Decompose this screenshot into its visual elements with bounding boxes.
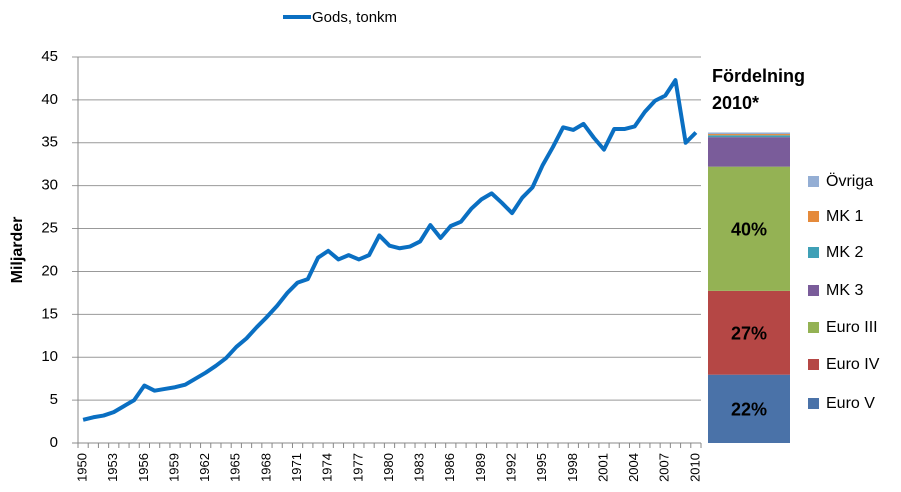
legend-label: MK 1	[826, 208, 863, 225]
bar-segment	[708, 134, 790, 136]
y-tick-label: 35	[41, 134, 58, 151]
x-tick-label: 1995	[534, 453, 549, 482]
legend-label: Euro IV	[826, 356, 880, 373]
legend-swatch	[808, 322, 819, 333]
bar-segment	[708, 135, 790, 138]
bar-segment	[708, 132, 790, 135]
legend-swatch	[808, 398, 819, 409]
x-tick-label: 2010	[687, 453, 702, 482]
y-tick-label: 20	[41, 262, 58, 279]
y-axis-label: Miljarder	[9, 217, 26, 284]
y-tick-label: 5	[50, 391, 58, 408]
x-tick-label: 1986	[442, 453, 457, 482]
x-tick-label: 1956	[136, 453, 151, 482]
data-label: 22%	[731, 400, 767, 420]
y-tick-label: 0	[50, 434, 58, 451]
y-tick-label: 45	[41, 48, 58, 65]
legend-label: Euro III	[826, 319, 878, 336]
legend-label: Euro V	[826, 395, 875, 412]
line-series	[82, 78, 698, 422]
x-tick-label: 1983	[412, 453, 427, 482]
x-tick-label: 1950	[75, 453, 90, 482]
bar-segment	[708, 137, 790, 167]
bar-segment	[708, 374, 790, 443]
y-tick-label: 25	[41, 220, 58, 237]
y-tick-label: 10	[41, 348, 58, 365]
x-tick-label: 2004	[626, 453, 641, 482]
legend-swatch	[808, 176, 819, 187]
data-label: 40%	[731, 219, 767, 239]
data-label: 27%	[731, 324, 767, 344]
y-tick-label: 15	[41, 305, 58, 322]
legend-label: MK 3	[826, 282, 863, 299]
x-tick-label: 2007	[657, 453, 672, 482]
legend-swatch	[808, 285, 819, 296]
y-tick-label: 40	[41, 91, 58, 108]
x-tick-label: 1974	[320, 453, 335, 482]
legend-swatch	[808, 247, 819, 258]
legend-label: MK 2	[826, 244, 863, 261]
x-tick-label: 1989	[473, 453, 488, 482]
x-tick-label: 1971	[289, 453, 304, 482]
x-tick-label: 1953	[105, 453, 120, 482]
legend-label: Övriga	[826, 172, 873, 190]
x-tick-label: 1959	[166, 453, 181, 482]
x-tick-label: 1968	[258, 453, 273, 482]
bar-title: Fördelning	[712, 66, 805, 86]
y-tick-label: 30	[41, 177, 58, 194]
x-tick-label: 1980	[381, 453, 396, 482]
x-tick-label: 1962	[197, 453, 212, 482]
x-tick-label: 1998	[565, 453, 580, 482]
bar-title: 2010*	[712, 93, 759, 113]
bar-segment	[708, 290, 790, 375]
x-tick-label: 1992	[503, 453, 518, 482]
legend-label: Gods, tonkm	[312, 9, 397, 26]
bar-segment	[708, 166, 790, 291]
x-tick-label: 1965	[228, 453, 243, 482]
x-tick-label: 1977	[350, 453, 365, 482]
x-tick-label: 2001	[595, 453, 610, 482]
legend-swatch	[808, 211, 819, 222]
legend-swatch	[808, 359, 819, 370]
